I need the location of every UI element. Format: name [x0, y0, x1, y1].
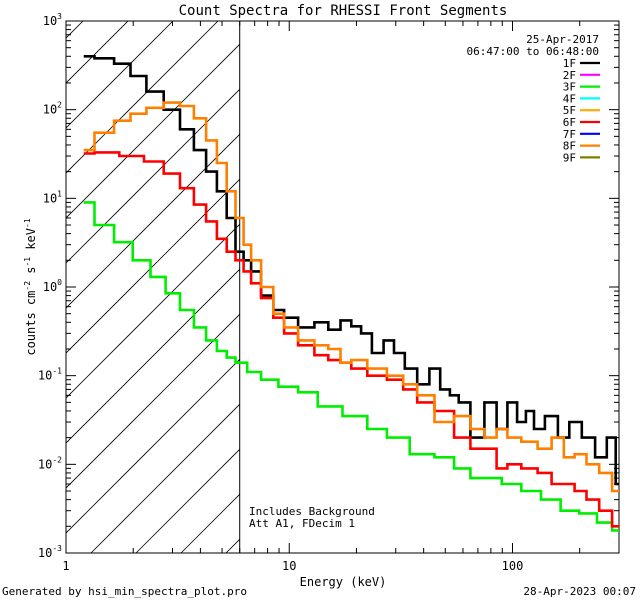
hatch-line: [66, 178, 240, 354]
hatch-line: [66, 313, 240, 489]
hatch-line: [66, 21, 174, 129]
y-tick-label: 10-2: [38, 455, 62, 471]
plot-frame: [65, 20, 620, 554]
hatch-line: [66, 21, 219, 174]
series-layer: [83, 55, 619, 532]
y-tick-label: 100: [43, 278, 62, 294]
legend-label: 5F: [563, 104, 576, 117]
x-tick-label: 10: [282, 559, 296, 573]
hatch-line: [66, 268, 240, 444]
x-axis-label: Energy (keV): [300, 575, 387, 589]
footer-generated-by: Generated by hsi_min_spectra_plot.pro: [2, 585, 248, 598]
annotation-background: Includes Background: [249, 505, 375, 518]
hatch-line: [66, 21, 84, 39]
y-axis-label: counts cm-2 s-1 keV-1: [23, 218, 38, 355]
time-range-label: 06:47:00 to 06:48:00: [467, 45, 599, 58]
legend-label: 1F: [563, 57, 576, 70]
x-tick-label: 100: [502, 559, 524, 573]
hatch-line: [66, 223, 240, 399]
legend-label: 6F: [563, 116, 576, 129]
axis-ticks: [65, 20, 620, 554]
y-tick-label: 101: [43, 189, 62, 205]
series-line-1F: [83, 55, 619, 486]
legend-label: 7F: [563, 128, 576, 141]
y-tick-labels: 103 102 101 100 10-1 10-2 10-3: [38, 12, 62, 560]
footer-date: 28-Apr-2023 00:07: [523, 585, 636, 598]
series-line-3F: [83, 201, 619, 532]
legend-label: 2F: [563, 69, 576, 82]
legend-label: 8F: [563, 140, 576, 153]
legend-label: 9F: [563, 151, 576, 164]
x-tick-labels: 1 10 100: [62, 559, 523, 573]
legend-label: 4F: [563, 92, 576, 105]
hatch-line: [66, 133, 240, 309]
hatch-line: [135, 448, 240, 553]
y-tick-label: 10-3: [38, 544, 62, 560]
x-tick-label: 1: [62, 559, 69, 573]
annotation-attenuator: Att A1, FDecim 1: [249, 517, 355, 530]
hatch-line: [225, 538, 240, 553]
y-tick-label: 102: [43, 101, 62, 117]
hatch-line: [66, 358, 240, 534]
legend-label: 3F: [563, 81, 576, 94]
hatch-line: [90, 403, 240, 553]
y-tick-label: 10-1: [38, 367, 62, 383]
hatched-region: [66, 21, 240, 553]
y-tick-label: 103: [43, 12, 62, 28]
hatch-line: [66, 43, 240, 219]
date-label: 25-Apr-2017: [526, 33, 599, 46]
series-line-8F: [83, 101, 619, 493]
chart-title: Count Spectra for RHESSI Front Segments: [179, 3, 508, 19]
series-line-6F: [83, 151, 619, 528]
